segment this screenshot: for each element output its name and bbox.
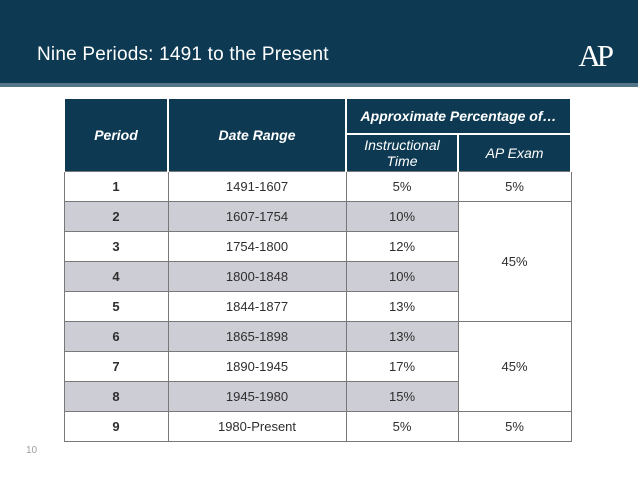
table-row: 2 1607-1754 10% 45% (63, 201, 572, 323)
column-header-date-range: Date Range (167, 97, 347, 173)
periods-table: Period Date Range Approximate Percentage… (63, 97, 572, 443)
period-cell: 7 (63, 351, 169, 383)
period-cell: 9 (63, 411, 169, 443)
instructional-time-cell: 12% (345, 231, 459, 263)
table-row: 9 1980-Present 5% 5% (63, 411, 572, 443)
table-body: 1 1491-1607 5% 5% 2 1607-1754 10% 45% 3 … (63, 171, 572, 443)
periods-table-container: Period Date Range Approximate Percentage… (63, 97, 572, 443)
instructional-time-cell: 5% (345, 411, 459, 443)
instructional-time-cell: 10% (345, 261, 459, 293)
slide-title: Nine Periods: 1491 to the Present (37, 44, 329, 65)
period-cell: 2 (63, 201, 169, 233)
date-range-cell: 1865-1898 (167, 321, 347, 353)
period-cell: 8 (63, 381, 169, 413)
period-cell: 6 (63, 321, 169, 353)
banner-accent-strip (0, 83, 638, 87)
column-header-ap-exam: AP Exam (457, 133, 572, 173)
header-row-group: Period Date Range Approximate Percentage… (63, 97, 572, 173)
period-cell: 3 (63, 231, 169, 263)
ap-exam-cell: 5% (457, 411, 572, 443)
instructional-time-cell: 5% (345, 171, 459, 203)
ap-exam-cell: 5% (457, 171, 572, 203)
table-row: 8 1945-1980 15% (63, 381, 571, 413)
table-row: 6 1865-1898 13% 45% (63, 321, 572, 413)
column-header-instructional-time: Instructional Time (345, 133, 459, 173)
date-range-cell: 1491-1607 (167, 171, 347, 203)
column-header-group-percentage: Approximate Percentage of… (345, 97, 572, 135)
date-range-cell: 1754-1800 (167, 231, 347, 263)
instructional-time-cell: 17% (345, 351, 459, 383)
ap-exam-merged-cell: 45% (457, 321, 572, 413)
date-range-cell: 1945-1980 (167, 381, 347, 413)
date-range-cell: 1800-1848 (167, 261, 347, 293)
table-row: 4 1800-1848 10% (63, 261, 571, 293)
instructional-time-cell: 15% (345, 381, 459, 413)
table-header: Period Date Range Approximate Percentage… (63, 97, 572, 173)
period-cell: 1 (63, 171, 169, 203)
table-row: 5 1844-1877 13% (63, 291, 571, 323)
instructional-time-cell: 13% (345, 321, 459, 353)
title-banner (0, 0, 638, 83)
table-row: 3 1754-1800 12% (63, 231, 571, 263)
period-cell: 4 (63, 261, 169, 293)
date-range-cell: 1980-Present (167, 411, 347, 443)
header-row-sub: Instructional Time AP Exam (64, 133, 572, 173)
instructional-time-cell: 10% (345, 201, 459, 233)
page-number: 10 (26, 445, 38, 456)
period-cell: 5 (63, 291, 169, 323)
date-range-cell: 1607-1754 (167, 201, 347, 233)
table-row: 7 1890-1945 17% (63, 351, 571, 383)
instructional-time-cell: 13% (345, 291, 459, 323)
column-header-period: Period (63, 97, 169, 173)
ap-exam-merged-cell: 45% (457, 201, 572, 323)
table-row: 1 1491-1607 5% 5% (63, 171, 572, 203)
date-range-cell: 1844-1877 (167, 291, 347, 323)
ap-logo: AP (578, 38, 614, 73)
date-range-cell: 1890-1945 (167, 351, 347, 383)
